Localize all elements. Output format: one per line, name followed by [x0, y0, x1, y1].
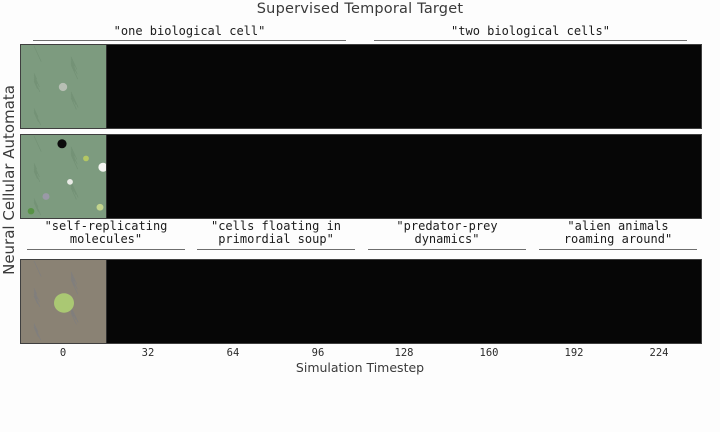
x-tick-32: 32: [141, 347, 155, 359]
nca-strip-row-2: [20, 134, 702, 219]
annotation-line: "predator-prey: [396, 219, 498, 233]
annotation-line: "self-replicating: [44, 219, 168, 233]
annotation-two-biological-cells: "two biological cells": [374, 25, 687, 41]
annotation-one-biological-cell: "one biological cell": [33, 25, 346, 41]
nca-frame-row2-t0: [21, 135, 107, 218]
x-tick-160: 160: [479, 347, 499, 359]
annotation-alien-animals-roaming: "alien animals roaming around": [539, 220, 697, 250]
figure-title: Supervised Temporal Target: [256, 1, 464, 17]
annotation-line: roaming around": [563, 232, 673, 246]
nca-frame-row3-t0: [21, 260, 107, 343]
x-tick-64: 64: [226, 347, 240, 359]
annotation-line: molecules": [69, 232, 143, 246]
annotation-predator-prey-dynamics: "predator-prey dynamics": [368, 220, 526, 250]
x-axis-label: Simulation Timestep: [295, 360, 425, 375]
annotation-line: "cells floating in: [210, 219, 342, 233]
x-tick-0: 0: [59, 347, 67, 359]
annotation-line: dynamics": [414, 232, 480, 246]
nca-strip-row-1: [20, 44, 702, 129]
x-tick-192: 192: [564, 347, 584, 359]
x-tick-96: 96: [311, 347, 325, 359]
annotation-cells-floating-primordial-soup: "cells floating in primordial soup": [197, 220, 355, 250]
y-axis-label: Neural Cellular Automata: [0, 85, 18, 275]
annotation-self-replicating-molecules: "self-replicating molecules": [27, 220, 185, 250]
nca-strip-row-3: [20, 259, 702, 344]
annotation-line: primordial soup": [218, 232, 334, 246]
x-tick-128: 128: [394, 347, 414, 359]
nca-frame-row1-t0: [21, 45, 107, 128]
annotation-line: "alien animals: [567, 219, 669, 233]
x-tick-224: 224: [649, 347, 669, 359]
